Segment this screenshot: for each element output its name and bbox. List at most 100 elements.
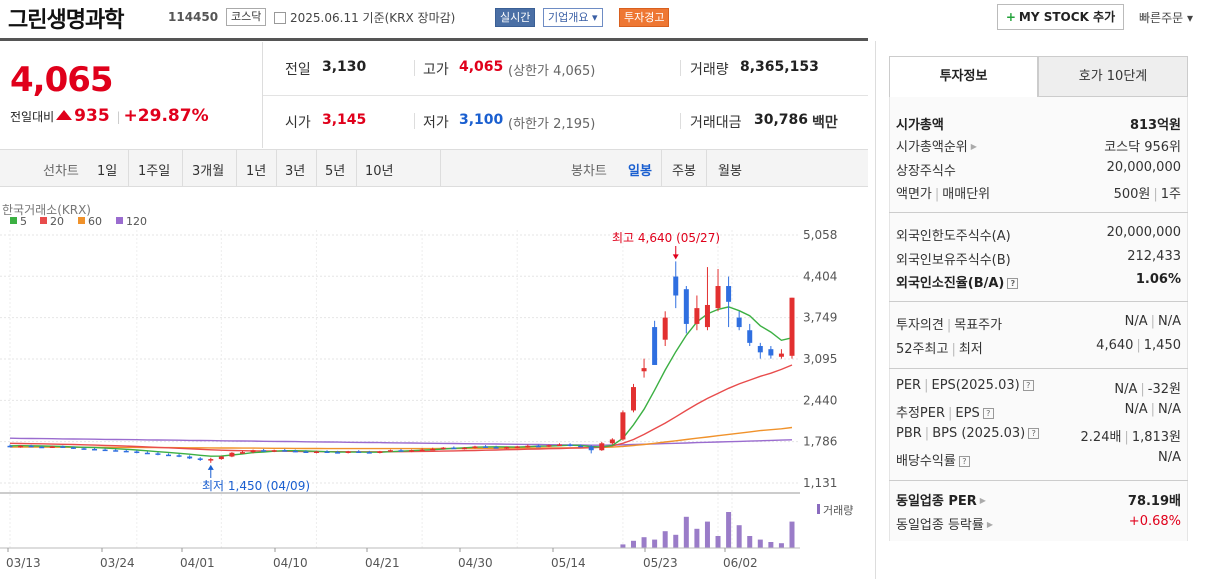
candle-body	[39, 446, 45, 449]
plus-icon: +	[1005, 10, 1016, 24]
ma-line-ma120	[9, 437, 793, 446]
section-divider	[889, 480, 1188, 481]
upper-limit: (상한가 4,065)	[508, 64, 596, 79]
panel-divider	[875, 41, 876, 579]
period-5y[interactable]: 5년	[325, 164, 346, 179]
candle-body	[683, 289, 689, 324]
tab-orderbook[interactable]: 호가 10단계	[1038, 56, 1188, 97]
toolbar-divider	[706, 150, 707, 186]
low-label: 저가	[423, 115, 449, 131]
legend-label: 60	[88, 215, 102, 228]
label: PBR	[896, 426, 922, 441]
ma-line-ma5	[9, 306, 793, 457]
value2: -32원	[1147, 382, 1181, 397]
value2: 1,813원	[1131, 430, 1181, 445]
candle-body	[250, 450, 256, 453]
value: +0.68%	[1128, 514, 1181, 529]
amount-unit: 백만	[812, 115, 838, 131]
my-stock-add-button[interactable]: + MY STOCK 추가	[997, 4, 1124, 30]
help-icon[interactable]: ?	[982, 408, 994, 419]
x-tick-label: 04/10	[273, 556, 308, 570]
candle-body	[789, 297, 795, 356]
period-3y[interactable]: 3년	[285, 164, 306, 179]
candle-body	[134, 451, 140, 453]
company-info-dropdown[interactable]: 기업개요 ▾	[543, 8, 603, 27]
period-1y[interactable]: 1년	[246, 164, 267, 179]
value: 78.19배	[1127, 494, 1181, 509]
invest-info-panel	[889, 97, 1188, 541]
row-industry-rate[interactable]: 동일업종 등락률 ▶ +0.68%	[896, 514, 1181, 534]
label2: 매매단위	[942, 187, 991, 202]
candle-body	[123, 450, 129, 453]
row-industry-per[interactable]: 동일업종 PER ▶ 78.19배	[896, 490, 1181, 510]
candle-body	[567, 444, 573, 447]
help-icon[interactable]: ?	[1028, 428, 1040, 439]
amount-label: 거래대금	[690, 115, 742, 131]
candle-monthly[interactable]: 월봉	[718, 164, 742, 179]
volume-bar	[778, 543, 784, 548]
chart-grid	[0, 230, 800, 550]
high-value: 4,065	[459, 59, 504, 75]
candle-body	[652, 327, 658, 365]
candle-body	[282, 450, 288, 452]
candle-body	[461, 447, 467, 450]
candle-body	[144, 452, 150, 455]
value: N/A	[1114, 382, 1138, 397]
row-foreign-rate: 외국인소진율(B/A)? 1.06%	[896, 272, 1181, 292]
candle-body	[366, 452, 372, 454]
label: 추정PER	[896, 406, 946, 421]
prev-value: 3,130	[322, 59, 367, 75]
row-market-cap: 시가총액 813억원	[896, 114, 1181, 134]
section-divider	[889, 368, 1188, 369]
candle-body	[60, 446, 66, 448]
help-icon[interactable]: ?	[1022, 380, 1034, 391]
candle-body	[768, 349, 774, 356]
candle-body	[557, 444, 563, 447]
candle-body	[662, 317, 668, 340]
candle-body	[313, 451, 319, 453]
row-cap-rank[interactable]: 시가총액순위 ▶ 코스닥 956위	[896, 136, 1181, 156]
x-tick-label: 04/30	[458, 556, 493, 570]
period-1w[interactable]: 1주일	[138, 164, 171, 179]
calendar-icon	[274, 12, 286, 24]
ma-legend: 5 20 60 120	[10, 215, 147, 228]
realtime-button[interactable]: 실시간	[495, 8, 536, 27]
max-arrow-head	[672, 254, 679, 260]
period-3m[interactable]: 3개월	[192, 164, 225, 179]
candle-body	[483, 446, 489, 448]
value: 코스닥 956위	[1104, 140, 1181, 155]
candle-body	[588, 446, 594, 451]
line-chart-label: 선차트	[43, 164, 79, 179]
value: N/A	[1124, 402, 1148, 417]
market-badge: 코스닥	[226, 8, 267, 26]
period-10y[interactable]: 10년	[365, 164, 394, 179]
candle-daily[interactable]: 일봉	[628, 164, 652, 179]
price-divider	[262, 42, 263, 148]
cell-divider	[680, 60, 681, 76]
candle-body	[472, 446, 478, 448]
section-divider	[889, 301, 1188, 302]
max-annotation: 최고 4,640 (05/27)	[612, 231, 720, 245]
help-icon[interactable]: ?	[958, 456, 970, 467]
candle-weekly[interactable]: 주봉	[672, 164, 696, 179]
high-label: 고가	[423, 62, 449, 78]
help-icon[interactable]: ?	[1007, 278, 1019, 289]
candle-body	[239, 452, 245, 454]
period-1d[interactable]: 1일	[97, 164, 118, 179]
value: 1.06%	[1135, 272, 1181, 287]
volume-bar	[704, 521, 710, 548]
label: 외국인한도주식수(A)	[896, 229, 1011, 244]
moving-averages	[9, 306, 793, 457]
price-chart[interactable]: 한국거래소(KRX) 5 20 60 120 5,058 4,404 3,749 3,095…	[0, 190, 870, 579]
value: 212,433	[1127, 249, 1181, 264]
price-date: 2025.06.11 기준(KRX 장마감)	[274, 9, 455, 26]
change-percent: +29.87%	[123, 106, 209, 126]
volume-bar	[789, 521, 795, 548]
volume-bar	[694, 528, 700, 548]
tab-invest-info[interactable]: 투자정보	[889, 56, 1038, 97]
quick-order-dropdown[interactable]: 빠른주문 ▾	[1139, 11, 1193, 25]
label: PER	[896, 378, 922, 393]
min-arrow-head	[207, 464, 214, 470]
value: 20,000,000	[1106, 160, 1181, 175]
candle-body	[377, 451, 383, 453]
